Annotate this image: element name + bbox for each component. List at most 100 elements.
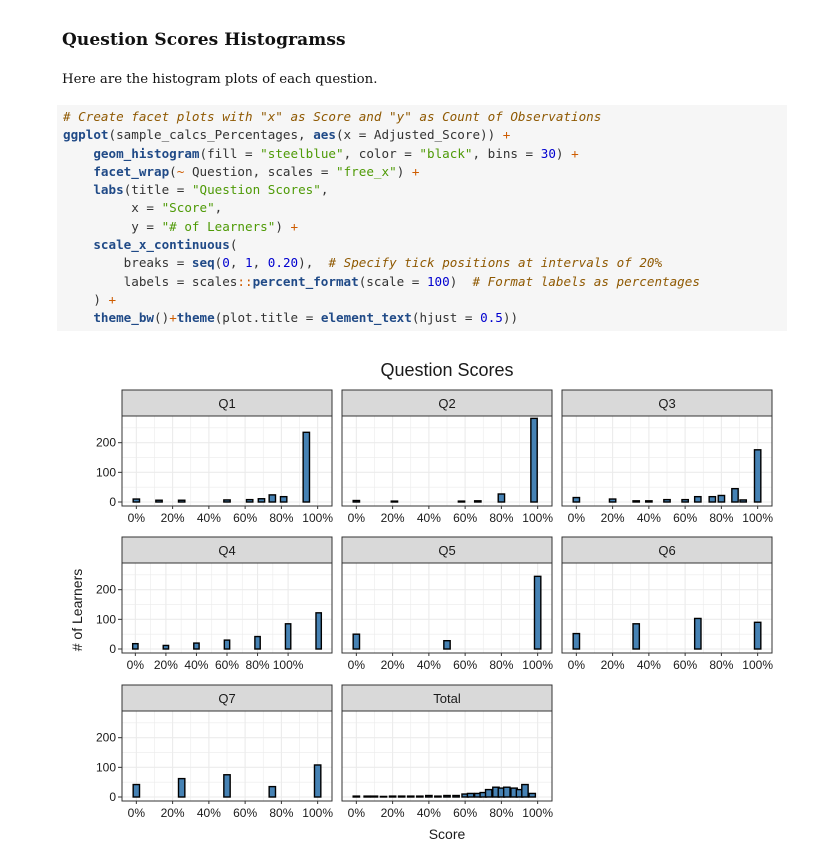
histogram-bar [279, 495, 288, 503]
code-token: + [169, 310, 177, 326]
facet-label: Q2 [438, 396, 455, 411]
y-tick-label: 0 [109, 790, 116, 804]
x-tick-label: 40% [417, 511, 441, 525]
code-token: 30 [540, 145, 556, 161]
x-tick-label: 0% [128, 511, 146, 525]
code-block: # Create facet plots with "x" as Score a… [57, 105, 787, 331]
facet-label: Q5 [438, 543, 455, 558]
code-line: theme_bw()+theme(plot.title = element_te… [63, 309, 787, 327]
code-token: "steelblue" [260, 145, 344, 161]
x-tick-label: 60% [215, 658, 239, 672]
histogram-bar [693, 617, 702, 650]
code-token: )) [502, 310, 519, 326]
x-tick-label: 60% [453, 658, 477, 672]
code-token: element_text [320, 310, 412, 326]
histogram-bar [473, 500, 482, 503]
panel-border [561, 562, 773, 654]
x-tick-label: 100% [742, 511, 773, 525]
histogram-bar [315, 612, 323, 650]
histogram-bar [406, 795, 415, 798]
x-tick-label: 80% [489, 511, 513, 525]
x-tick-label: 40% [417, 806, 441, 820]
x-tick-label: 100% [742, 658, 773, 672]
histogram-bar [739, 499, 748, 503]
histogram-bar [132, 783, 141, 798]
x-tick-label: 0% [348, 806, 366, 820]
histogram-bar [434, 795, 442, 798]
code-token [63, 182, 93, 197]
histogram-bar [193, 642, 200, 650]
histogram-bar [608, 498, 617, 503]
code-token: 0 [222, 255, 230, 271]
facet-strip [561, 389, 773, 417]
code-token: ( [169, 163, 177, 179]
y-tick-label: 100 [96, 612, 116, 626]
histogram-bar [502, 786, 511, 798]
x-tick-label: 60% [453, 806, 477, 820]
facet-strip [341, 389, 553, 417]
histogram-bar [731, 487, 739, 503]
histogram-bar [572, 632, 581, 650]
x-tick-label: 0% [568, 511, 586, 525]
histogram-bar [693, 495, 702, 503]
code-line: facet_wrap(~ Question, scales = "free_x"… [63, 163, 787, 181]
x-tick-label: 80% [269, 511, 293, 525]
histogram-bar [521, 783, 529, 798]
x-tick-label: 20% [381, 658, 405, 672]
code-token: facet_wrap [93, 163, 170, 179]
x-tick-label: 0% [348, 658, 366, 672]
x-tick-label: 80% [709, 658, 733, 672]
code-line: labels = scales::percent_format(scale = … [63, 273, 787, 291]
histogram-bar [370, 795, 379, 798]
x-tick-label: 80% [709, 511, 733, 525]
histogram-bar [223, 499, 231, 503]
histogram-bar [257, 498, 266, 503]
histogram-bar [443, 639, 451, 650]
facet-label: Total [433, 691, 461, 706]
x-tick-label: 0% [128, 806, 146, 820]
facet-q1: Q1 0 100 200 0% 20% 40% 60% 80% 100% [96, 389, 333, 525]
histogram-bar [254, 635, 261, 650]
facet-q3: Q3 0% 20% 40% 60% 80% 100% [561, 389, 773, 525]
panel-border [341, 415, 553, 507]
code-token: (title = [123, 182, 192, 198]
code-token: 100 [426, 273, 450, 289]
histogram-bar [530, 417, 538, 503]
code-token: ) [63, 291, 109, 307]
panel-border [341, 562, 553, 654]
x-tick-label: 60% [233, 806, 257, 820]
histogram-bar [753, 449, 762, 503]
histogram-bar [177, 777, 186, 798]
x-tick-label: 80% [246, 658, 270, 672]
histogram-bar [533, 575, 542, 650]
code-token: percent_format [252, 273, 359, 289]
code-token: ) [396, 163, 412, 179]
code-line: breaks = seq(0, 1, 0.20), # Specify tick… [63, 254, 787, 272]
facet-label: Q6 [658, 543, 675, 558]
code-token: "Question Scores" [191, 182, 321, 198]
x-tick-label: 40% [197, 806, 221, 820]
histogram-bar [390, 500, 399, 503]
code-token: # Format labels as percentages [472, 273, 700, 289]
histogram-bar [452, 794, 460, 798]
facet-total: Total 0% 20% 40% 60% 80% 100% [341, 684, 553, 820]
histogram-bar [397, 795, 406, 798]
x-tick-label: 40% [417, 658, 441, 672]
code-token: (sample_calcs_Percentages, [108, 127, 314, 143]
histogram-bar [497, 493, 506, 503]
intro-paragraph: Here are the histogram plots of each que… [62, 72, 378, 87]
x-tick-label: 100% [522, 511, 553, 525]
code-token: 0.20 [267, 255, 299, 271]
code-token: theme_bw [93, 310, 155, 326]
code-token: "black" [419, 145, 473, 161]
code-token: ), [298, 255, 329, 271]
code-token: () [154, 310, 170, 326]
y-tick-label: 200 [96, 583, 116, 597]
document-heading: Question Scores Histogramss [62, 30, 346, 50]
code-token: theme [176, 310, 215, 326]
code-token: , bins = [472, 145, 541, 161]
code-token: seq [191, 255, 215, 271]
x-tick-label: 80% [489, 658, 513, 672]
code-token: , color = [343, 145, 420, 161]
histogram-bar [155, 499, 163, 503]
